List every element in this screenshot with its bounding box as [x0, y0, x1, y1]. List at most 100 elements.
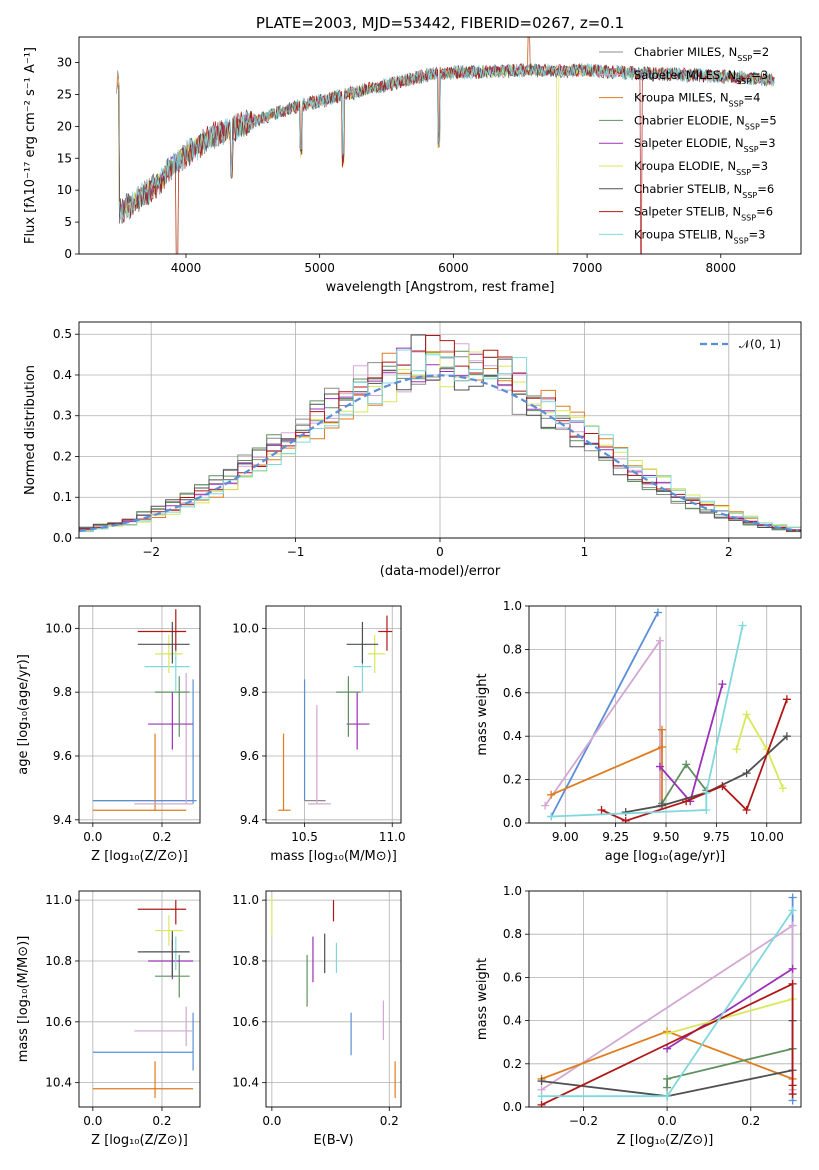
x-tick-label: 9.25 — [602, 830, 629, 844]
series-line — [666, 998, 793, 1035]
panel-mass-vs-Z: 0.0 0.2 10.4 10.6 10.8 11.0 Z [log₁₀(Z/Z⊙)] mas… — [16, 890, 201, 1148]
data-point — [155, 634, 183, 674]
y-tick-label: 0 — [64, 247, 72, 261]
y-axis-label: mass [log₁₀(M/M⊙)] — [16, 936, 31, 1063]
legend-entry: Salpeter MILES, NSSP=3 — [634, 68, 768, 86]
y-tick-label: 0.6 — [503, 686, 522, 700]
plot-area — [92, 609, 197, 811]
histogram-series — [79, 349, 801, 533]
data-point — [308, 704, 331, 805]
series-line — [541, 982, 794, 1106]
plot-area — [271, 897, 396, 1098]
plus-marker — [742, 710, 751, 719]
panel-residuals: −2 −1 0 1 2 0.0 0.1 0.2 0.3 0.4 0.5 𝒩(0, 1) (data-mo… — [23, 321, 802, 579]
plus-marker — [702, 805, 711, 814]
y-tick-label: 0.2 — [503, 773, 522, 787]
legend: 𝒩(0, 1) — [700, 337, 781, 351]
series — [597, 695, 791, 823]
plus-marker — [682, 760, 691, 769]
plus-marker — [653, 608, 662, 617]
legend: Chabrier MILES, NSSP=2 Salpeter MILES, NS… — [599, 45, 777, 245]
y-tick-label: 25 — [57, 87, 72, 101]
series — [663, 964, 797, 1053]
y-tick-label: 9.8 — [53, 685, 72, 699]
plus-marker — [782, 732, 791, 741]
plus-marker — [788, 979, 797, 988]
axes-frame — [78, 890, 201, 1108]
data-point — [92, 679, 197, 804]
x-tick-label: −2 — [142, 545, 160, 559]
series — [732, 710, 787, 793]
plus-marker — [621, 808, 630, 817]
y-tick-label: 10.8 — [45, 954, 72, 968]
x-tick-label: 4000 — [171, 261, 202, 275]
y-tick-label: 0.2 — [503, 1057, 522, 1071]
x-axis-label: Z [log₁₀(Z/Z⊙)] — [91, 1133, 188, 1148]
x-tick-label: 0.2 — [152, 830, 171, 844]
plus-marker — [682, 797, 691, 806]
x-axis-label: wavelength [Angstrom, rest frame] — [326, 280, 555, 295]
plus-marker — [537, 1077, 546, 1086]
legend-entry: Kroupa STELIB, NSSP=3 — [634, 227, 765, 245]
data-point — [148, 692, 194, 750]
plus-marker — [655, 762, 664, 771]
x-tick-label: 0.0 — [658, 1114, 677, 1128]
x-tick-label: 9.00 — [552, 830, 579, 844]
y-tick-label: 0.0 — [503, 1100, 522, 1114]
plus-marker — [702, 788, 711, 797]
plus-marker — [738, 621, 747, 630]
plot-area — [541, 608, 791, 823]
x-tick-label: 2 — [725, 545, 733, 559]
plot-area — [92, 900, 194, 1098]
x-tick-label: 0.2 — [152, 1114, 171, 1128]
plus-marker — [541, 801, 550, 810]
data-point — [134, 1006, 194, 1047]
plot-area — [79, 334, 801, 533]
spectrum-line — [119, 63, 775, 254]
plot-area — [116, 37, 775, 254]
plus-marker — [788, 906, 797, 915]
data-point — [137, 930, 190, 977]
y-axis-label: mass weight — [475, 958, 490, 1040]
y-tick-label: 10.4 — [45, 1076, 72, 1090]
x-tick-label: 6000 — [438, 261, 469, 275]
plus-marker — [788, 1081, 797, 1090]
x-tick-label: 0 — [436, 545, 444, 559]
y-tick-label: 20 — [57, 119, 72, 133]
plus-marker — [663, 1092, 672, 1101]
y-tick-label: 9.8 — [240, 685, 259, 699]
y-tick-label: 0.8 — [503, 927, 522, 941]
series-line — [735, 712, 784, 789]
series — [537, 906, 797, 1101]
grid — [79, 891, 200, 1107]
y-tick-label: 10.0 — [45, 621, 72, 635]
data-point — [336, 676, 361, 737]
grid — [529, 605, 801, 824]
grid — [266, 891, 401, 1107]
plus-marker — [742, 805, 751, 814]
x-axis-label: Z [log₁₀(Z/Z⊙)] — [91, 849, 188, 864]
plus-marker — [663, 1083, 672, 1092]
legend-entry: Chabrier ELODIE, NSSP=5 — [634, 113, 777, 130]
x-tick-label: 0.0 — [83, 830, 102, 844]
data-point — [346, 692, 370, 750]
plus-marker — [788, 893, 797, 902]
data-point — [137, 609, 187, 651]
y-tick-label: 0.1 — [53, 490, 72, 504]
panel-age-vs-mass: 10.5 11.0 9.4 9.6 9.8 10.0 mass [log₁₀(M/M⊙)] — [232, 605, 406, 864]
data-point — [155, 915, 183, 946]
plus-marker — [732, 745, 741, 754]
legend-entry: Chabrier MILES, NSSP=2 — [634, 45, 769, 63]
grid — [266, 606, 401, 823]
x-axis-label: (data-model)/error — [380, 564, 501, 579]
data-point — [378, 615, 393, 651]
y-tick-label: 0.0 — [53, 531, 72, 545]
y-tick-label: 0.4 — [53, 368, 72, 382]
x-tick-label: 0.0 — [262, 1114, 281, 1128]
y-tick-label: 5 — [64, 215, 72, 229]
plus-marker — [547, 812, 556, 821]
plus-marker — [657, 725, 666, 734]
x-axis-label: E(B-V) — [313, 1133, 353, 1148]
y-tick-label: 9.4 — [53, 813, 72, 827]
y-tick-label: 0.4 — [503, 729, 522, 743]
